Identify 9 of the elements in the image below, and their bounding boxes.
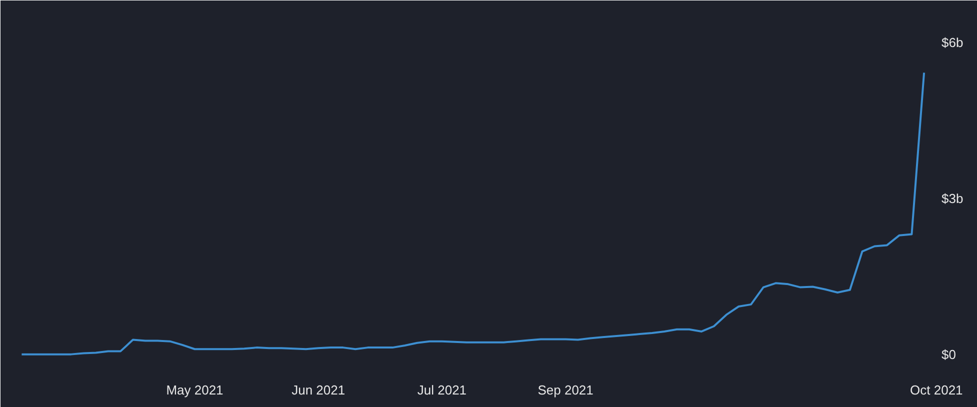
x-tick-label: Sep 2021 [538, 382, 594, 398]
x-tick-label: Oct 2021 [910, 382, 963, 398]
x-tick-label: Jun 2021 [292, 382, 346, 398]
y-tick-label: $0 [942, 346, 956, 362]
line-series [20, 72, 926, 356]
y-tick-label: $6b [942, 35, 964, 50]
y-tick-label: $3b [942, 190, 964, 206]
x-tick-label: May 2021 [166, 382, 224, 398]
x-tick-label: Jul 2021 [417, 382, 467, 398]
